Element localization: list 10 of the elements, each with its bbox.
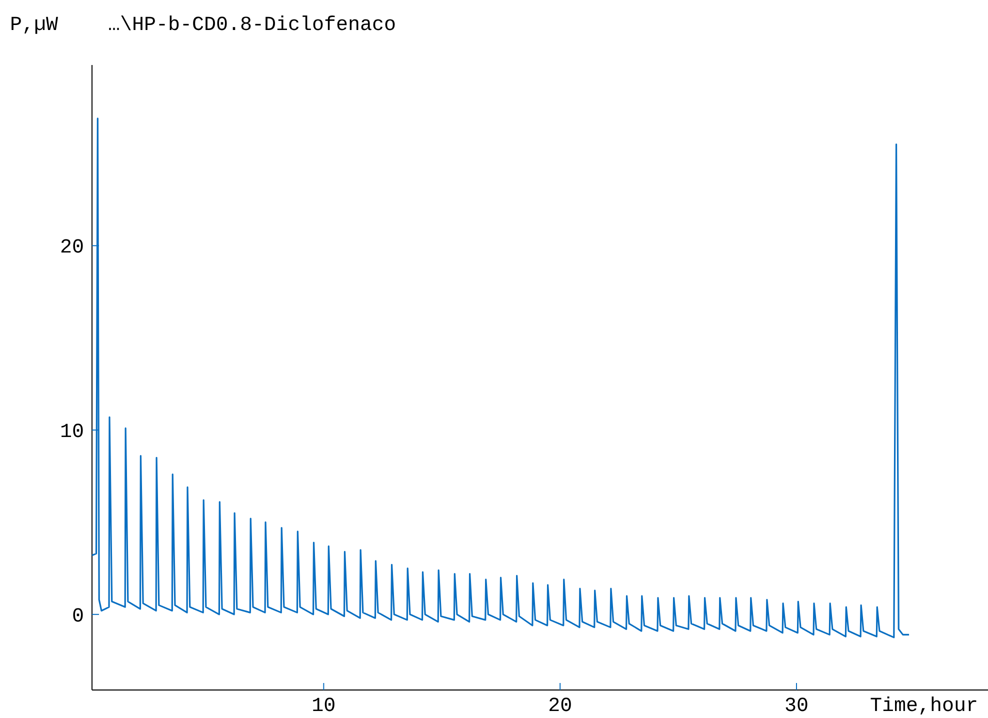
x-tick-label: 20	[548, 695, 572, 718]
chart-title: …\HP-b-CD0.8-Diclofenaco	[108, 14, 396, 37]
x-tick-label: 30	[784, 695, 809, 718]
y-tick-label: 0	[72, 605, 84, 628]
x-axis-title: Time,hour	[870, 695, 978, 718]
y-tick-label: 20	[60, 236, 84, 260]
y-tick-label: 10	[60, 421, 84, 444]
line-series	[91, 118, 910, 638]
y-axis-title: P,µW	[10, 14, 58, 37]
x-tick-label: 10	[312, 695, 336, 718]
